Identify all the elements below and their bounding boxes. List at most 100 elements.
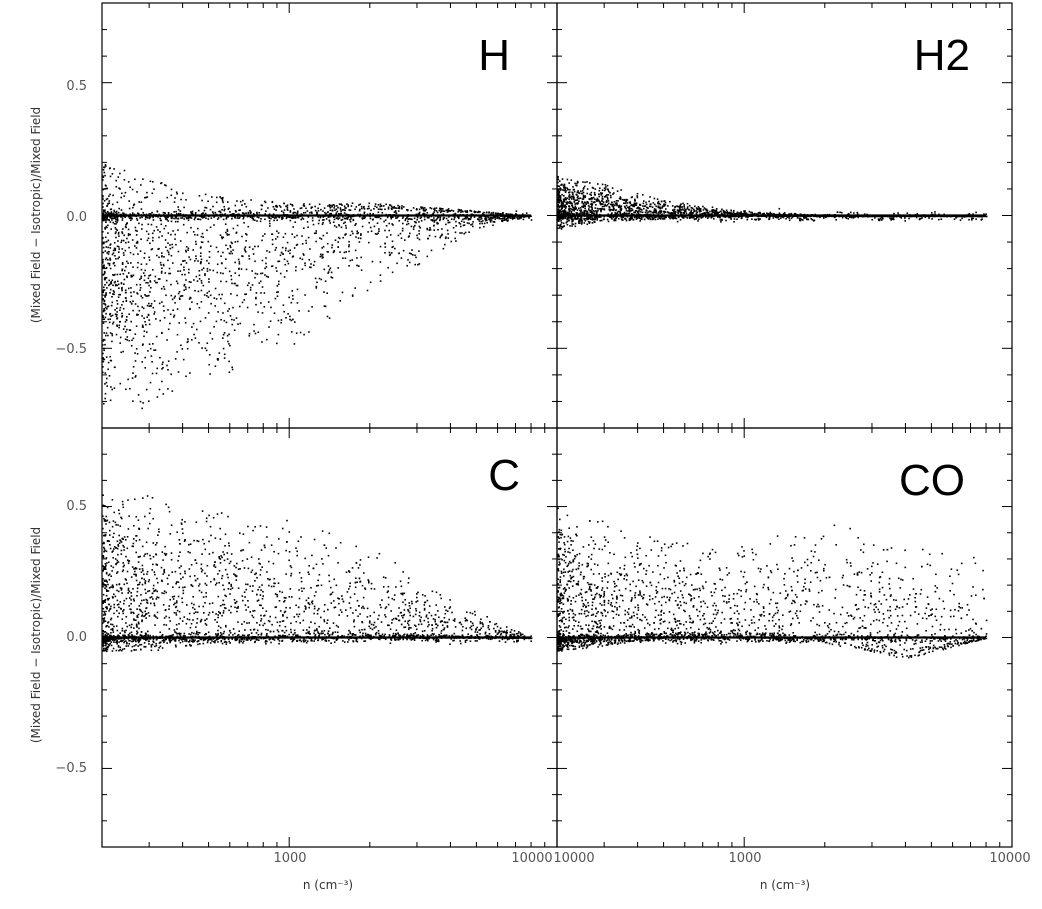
data-point	[645, 201, 647, 204]
data-point	[508, 213, 510, 216]
data-point	[420, 216, 423, 219]
data-point	[281, 218, 283, 220]
data-point	[582, 188, 585, 190]
data-point	[638, 217, 641, 219]
data-point	[126, 222, 128, 224]
data-point	[111, 333, 113, 335]
data-point	[623, 202, 625, 204]
data-point	[493, 221, 496, 223]
data-point	[276, 230, 278, 232]
data-point	[107, 259, 109, 261]
data-point	[465, 216, 468, 219]
data-point	[345, 224, 347, 227]
data-point	[530, 215, 532, 217]
data-point	[560, 204, 563, 206]
data-point	[399, 232, 402, 235]
data-point	[196, 328, 198, 331]
data-point	[289, 216, 292, 218]
data-point	[272, 206, 275, 208]
data-point	[153, 229, 155, 232]
data-point	[208, 281, 210, 283]
data-point	[229, 246, 232, 249]
data-point	[435, 219, 437, 221]
data-point	[113, 242, 116, 244]
data-point	[416, 218, 418, 221]
data-point	[132, 372, 134, 374]
data-point	[174, 220, 177, 223]
data-point	[260, 272, 262, 275]
data-point	[251, 216, 254, 219]
data-point	[359, 215, 361, 218]
data-point	[759, 212, 761, 215]
data-point	[938, 218, 940, 221]
data-point	[522, 218, 525, 221]
data-point	[102, 216, 104, 218]
data-point	[605, 194, 608, 196]
data-point	[202, 236, 204, 238]
data-point	[120, 241, 122, 244]
data-point	[238, 274, 240, 277]
data-point	[712, 209, 714, 211]
data-point	[426, 255, 429, 258]
data-point	[103, 402, 105, 405]
data-point	[625, 212, 627, 215]
data-point	[195, 212, 197, 214]
data-point	[336, 210, 339, 213]
data-point	[146, 304, 149, 307]
data-point	[178, 322, 180, 324]
data-point	[686, 217, 689, 219]
data-point	[692, 208, 695, 211]
data-point	[218, 293, 220, 296]
data-point	[934, 213, 936, 215]
data-point	[276, 206, 278, 208]
data-point	[574, 199, 577, 201]
data-point	[231, 318, 233, 321]
data-point	[594, 221, 596, 223]
data-point	[572, 197, 575, 199]
data-point	[721, 218, 723, 221]
data-point	[146, 331, 148, 333]
data-point	[582, 198, 585, 200]
data-point	[746, 218, 749, 221]
data-point	[322, 245, 325, 248]
data-point	[102, 251, 105, 254]
data-point	[583, 211, 586, 214]
data-point	[111, 217, 114, 219]
data-point	[280, 210, 283, 212]
data-point	[302, 204, 305, 207]
data-point	[739, 213, 741, 215]
data-point	[568, 212, 570, 214]
data-point	[424, 209, 427, 212]
data-point	[645, 206, 648, 209]
data-point	[274, 249, 277, 251]
data-point	[243, 213, 246, 215]
data-point	[610, 208, 612, 211]
data-point	[725, 209, 728, 212]
data-point	[623, 198, 626, 201]
data-point	[343, 212, 346, 214]
data-point	[149, 180, 152, 183]
data-point	[953, 218, 956, 220]
data-point	[194, 337, 197, 339]
data-point	[184, 286, 187, 288]
data-point	[166, 364, 168, 367]
data-point	[213, 326, 215, 328]
data-point	[574, 225, 577, 228]
data-point	[124, 249, 127, 252]
data-point	[325, 218, 328, 220]
data-point	[134, 245, 136, 247]
data-point	[201, 199, 203, 202]
data-point	[317, 207, 319, 210]
data-point	[159, 319, 161, 322]
data-point	[363, 212, 366, 215]
data-point	[616, 202, 618, 204]
data-point	[323, 207, 326, 209]
data-point	[315, 232, 317, 234]
data-point	[562, 222, 565, 225]
data-point	[112, 274, 114, 276]
data-point	[462, 218, 464, 221]
data-point	[484, 219, 487, 222]
data-point	[348, 209, 350, 211]
data-point	[572, 206, 574, 209]
data-point	[557, 194, 559, 197]
